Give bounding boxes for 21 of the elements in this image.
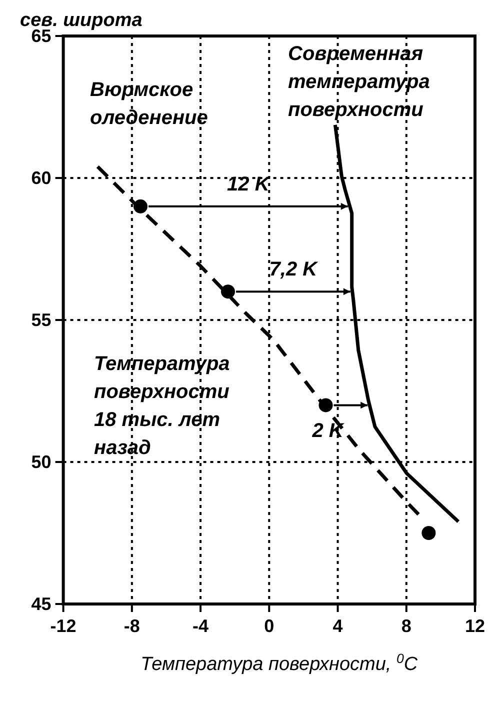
point	[318, 398, 333, 412]
point	[422, 526, 436, 540]
x-tick-label: -12	[50, 616, 76, 636]
point	[133, 199, 148, 214]
annotation: Вюрмское оледенение	[90, 79, 208, 129]
y-tick-label: 65	[31, 26, 52, 46]
x-tick-label: 8	[401, 616, 412, 636]
x-tick-label: -8	[124, 616, 140, 636]
y-tick-label: 60	[31, 168, 52, 188]
y-tick-label: 45	[31, 594, 52, 614]
y-tick-label: 55	[31, 310, 52, 330]
annotation: 7,2 K	[269, 258, 319, 281]
x-axis-title: Температура поверхности, $^{0}$C	[140, 650, 418, 675]
text: Современная температура поверхности	[288, 43, 430, 121]
x-tick-label: -4	[192, 616, 209, 636]
series-label: Температура поверхности 18 тыс. лет назад	[94, 353, 230, 459]
x-tick-label: 4	[332, 616, 343, 636]
x-tick-label: 12	[464, 616, 486, 636]
y-tick-label: 50	[31, 452, 52, 472]
x-tick-label: 0	[264, 616, 274, 636]
point	[220, 284, 235, 299]
